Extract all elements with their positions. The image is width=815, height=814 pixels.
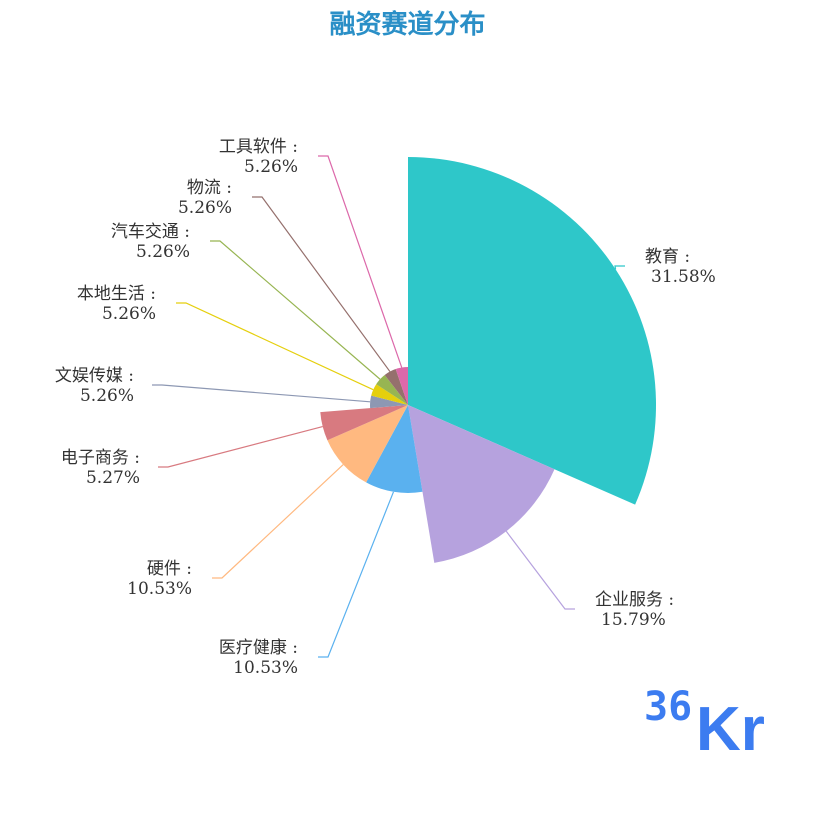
slice-label-0: 教育 :31.58% xyxy=(645,247,716,287)
leader-line-2 xyxy=(318,491,395,658)
slice-name: 汽车交通 : xyxy=(111,222,190,242)
leader-line-1 xyxy=(505,530,575,610)
leader-line-6 xyxy=(176,302,374,391)
leader-lines-group xyxy=(152,155,625,658)
slice-4 xyxy=(320,405,408,441)
leader-line-3 xyxy=(212,464,344,579)
slice-name: 工具软件 : xyxy=(219,137,298,157)
slice-label-5: 文娱传媒 :5.26% xyxy=(55,366,134,406)
slice-label-2: 医疗健康 :10.53% xyxy=(219,638,298,678)
leader-line-7 xyxy=(210,240,381,380)
slice-percent: 5.26% xyxy=(244,157,298,177)
slice-name: 物流 : xyxy=(187,178,232,198)
slice-label-1: 企业服务 :15.79% xyxy=(595,590,674,630)
slice-0 xyxy=(408,157,657,505)
slice-2 xyxy=(366,405,423,493)
slice-name: 教育 : xyxy=(645,247,690,267)
slice-1 xyxy=(408,405,555,563)
slice-name: 电子商务 : xyxy=(61,448,140,468)
slice-percent: 31.58% xyxy=(651,267,716,287)
slice-6 xyxy=(371,384,408,405)
slice-label-6: 本地生活 :5.26% xyxy=(77,284,156,324)
slice-label-8: 物流 :5.26% xyxy=(178,178,232,218)
slice-percent: 5.26% xyxy=(136,242,190,262)
leader-line-5 xyxy=(152,384,371,403)
slice-9 xyxy=(395,367,408,405)
slice-name: 医疗健康 : xyxy=(219,638,298,658)
slice-percent: 10.53% xyxy=(233,658,298,678)
leader-line-0 xyxy=(614,265,625,270)
slice-percent: 5.26% xyxy=(80,386,134,406)
slice-name: 硬件 : xyxy=(147,559,192,579)
logo-number: 36 xyxy=(644,684,692,730)
logo-letters: Kr xyxy=(696,695,765,758)
slice-percent: 5.26% xyxy=(178,198,232,218)
slice-8 xyxy=(384,369,408,405)
slice-label-3: 硬件 :10.53% xyxy=(127,559,192,599)
leader-line-8 xyxy=(252,196,391,372)
leader-line-9 xyxy=(318,155,403,368)
chart-title: 融资赛道分布 xyxy=(329,10,486,40)
labels-group: 教育 :31.58%企业服务 :15.79%医疗健康 :10.53%硬件 :10… xyxy=(55,137,716,678)
slice-name: 文娱传媒 : xyxy=(55,366,134,386)
slice-name: 企业服务 : xyxy=(595,590,674,610)
slice-percent: 15.79% xyxy=(601,610,666,630)
slice-label-9: 工具软件 :5.26% xyxy=(219,137,298,177)
logo-mark-icon: 36 Kr xyxy=(644,684,765,764)
slice-label-7: 汽车交通 :5.26% xyxy=(111,222,190,262)
slice-name: 本地生活 : xyxy=(77,284,156,304)
slice-3 xyxy=(327,405,408,483)
slice-5 xyxy=(370,395,408,409)
36kr-logo: 36 Kr xyxy=(640,662,776,764)
leader-line-4 xyxy=(158,425,323,468)
slice-percent: 5.27% xyxy=(86,468,140,488)
slice-label-4: 电子商务 :5.27% xyxy=(61,448,140,488)
slice-percent: 5.26% xyxy=(102,304,156,324)
slice-7 xyxy=(376,375,408,405)
slice-percent: 10.53% xyxy=(127,579,192,599)
slices-group xyxy=(320,157,657,563)
